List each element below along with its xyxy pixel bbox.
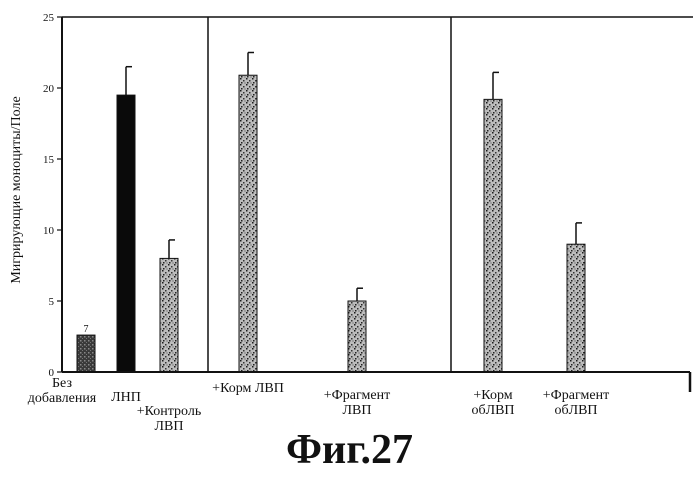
figure-caption: Фиг.27	[0, 426, 699, 474]
y-axis-ticks: 0510152025	[43, 12, 62, 379]
x-category-label: ЛНП	[66, 390, 186, 405]
y-tick-label: 25	[43, 12, 55, 24]
bar	[117, 95, 135, 372]
bar	[348, 301, 366, 372]
y-tick-label: 20	[43, 83, 55, 95]
bar	[567, 244, 585, 372]
y-tick-label: 10	[43, 225, 55, 237]
x-category-label: +Фрагмент ЛВП	[297, 388, 417, 418]
bar	[160, 258, 178, 372]
x-category-label: +Корм ЛВП	[188, 381, 308, 396]
x-category-label: +Фрагмент обЛВП	[516, 388, 636, 418]
bar-annotation: 7	[84, 324, 89, 335]
y-axis-label: Мигрирующие моноциты/Поле	[9, 96, 24, 283]
y-tick-label: 5	[49, 296, 55, 308]
bar	[484, 99, 502, 372]
y-tick-label: 15	[43, 154, 55, 166]
plot-frame	[62, 17, 693, 392]
bar	[77, 335, 95, 372]
bars: 7	[77, 53, 585, 373]
bar	[239, 75, 257, 372]
